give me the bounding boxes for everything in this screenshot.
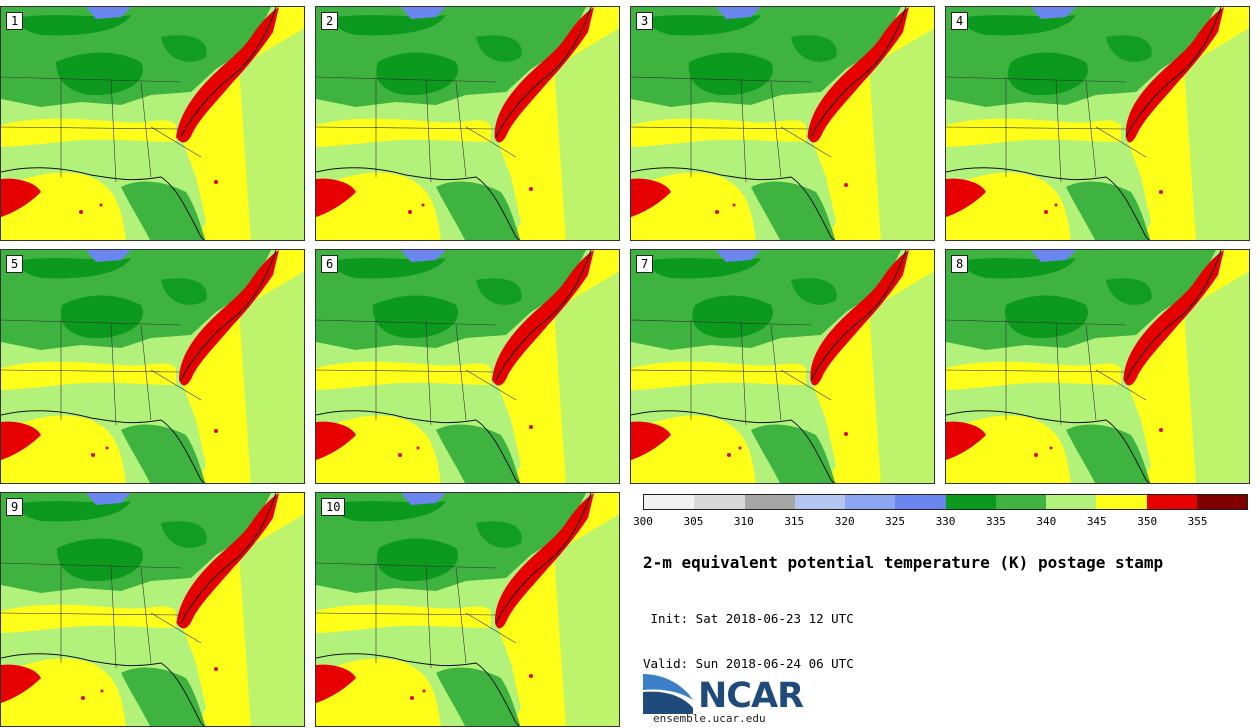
ncar-logo: NCAR ensemble.ucar.edu xyxy=(643,672,804,725)
colorbar-ticks: 300 305 310 315 320 325 330 335 340 345 350 355 xyxy=(633,515,1248,529)
postage-stamp-map: 7 xyxy=(630,249,935,484)
colorbar-swatch xyxy=(1096,495,1147,509)
colorbar-swatch xyxy=(1146,495,1197,509)
map-image xyxy=(1,250,304,483)
valid-time: Valid: Sun 2018-06-24 06 UTC xyxy=(643,656,854,671)
logo-text: NCAR xyxy=(698,676,804,716)
colorbar-swatch xyxy=(744,495,795,509)
map-image xyxy=(946,250,1249,483)
colorbar-tick-label: 325 xyxy=(885,515,906,528)
map-image xyxy=(1,7,304,240)
colorbar-tick-label: 335 xyxy=(985,515,1006,528)
colorbar-tick-label: 300 xyxy=(633,515,653,528)
colorbar-swatch xyxy=(694,495,745,509)
stamp-number: 3 xyxy=(636,12,654,30)
init-time: Init: Sat 2018-06-23 12 UTC xyxy=(643,611,854,626)
colorbar-tick-label: 345 xyxy=(1086,515,1107,528)
stamp-number: 4 xyxy=(951,12,969,30)
colorbar-swatch xyxy=(644,495,695,509)
figure-title: 2-m equivalent potential temperature (K)… xyxy=(643,553,1164,572)
postage-stamp-map: 2 xyxy=(315,6,620,241)
map-image xyxy=(316,7,619,240)
map-image xyxy=(631,7,934,240)
stamp-number: 7 xyxy=(636,255,654,273)
colorbar-swatch xyxy=(945,495,996,509)
colorbar-tick-label: 330 xyxy=(935,515,956,528)
colorbar-swatch xyxy=(845,495,896,509)
stamp-number: 6 xyxy=(321,255,339,273)
stamp-number: 9 xyxy=(6,498,24,516)
postage-stamp-map: 9 xyxy=(0,492,305,727)
map-image xyxy=(946,7,1249,240)
colorbar-swatch xyxy=(794,495,845,509)
postage-stamp-map: 3 xyxy=(630,6,935,241)
colorbar-swatch xyxy=(995,495,1046,509)
stamp-number: 2 xyxy=(321,12,339,30)
postage-stamp-map: 4 xyxy=(945,6,1250,241)
postage-stamp-map: 8 xyxy=(945,249,1250,484)
colorbar-tick-label: 320 xyxy=(834,515,855,528)
time-info: Init: Sat 2018-06-23 12 UTC Valid: Sun 2… xyxy=(643,581,854,686)
map-image xyxy=(316,493,619,726)
map-image xyxy=(316,250,619,483)
map-image xyxy=(631,250,934,483)
colorbar-swatch xyxy=(1196,495,1247,509)
logo-url: ensemble.ucar.edu xyxy=(653,712,766,725)
colorbar-tick-label: 305 xyxy=(683,515,704,528)
postage-stamp-map: 6 xyxy=(315,249,620,484)
colorbar-tick-label: 315 xyxy=(784,515,805,528)
colorbar-tick-label: 355 xyxy=(1187,515,1208,528)
colorbar xyxy=(643,494,1248,510)
colorbar-swatch xyxy=(1046,495,1097,509)
colorbar-tick-label: 310 xyxy=(733,515,754,528)
stamp-number: 8 xyxy=(951,255,969,273)
ncar-swoosh-icon xyxy=(643,674,693,714)
map-image xyxy=(1,493,304,726)
postage-stamp-map: 5 xyxy=(0,249,305,484)
colorbar-tick-label: 340 xyxy=(1036,515,1057,528)
stamp-number: 1 xyxy=(6,12,24,30)
postage-stamp-map: 1 xyxy=(0,6,305,241)
postage-stamp-map: 10 xyxy=(315,492,620,727)
colorbar-swatch xyxy=(895,495,946,509)
colorbar-tick-label: 350 xyxy=(1137,515,1158,528)
stamp-number: 10 xyxy=(321,498,346,516)
stamp-number: 5 xyxy=(6,255,24,273)
